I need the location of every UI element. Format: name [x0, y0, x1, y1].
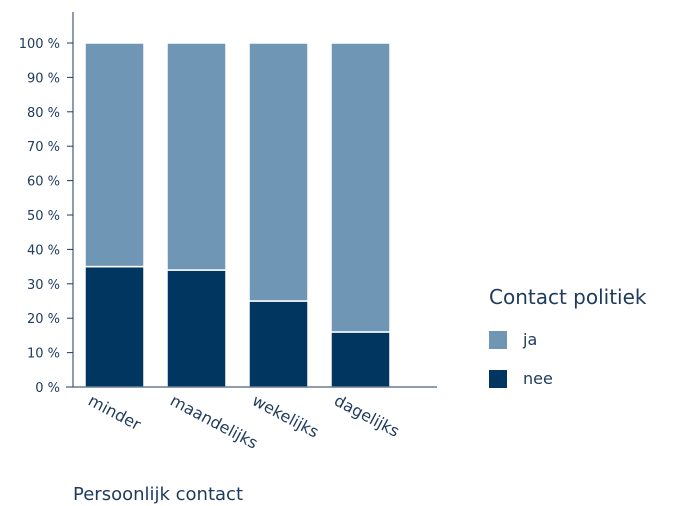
y-tick-label: 0 %	[35, 381, 60, 396]
bar-nee-wekelijks	[248, 300, 309, 388]
bar-nee-dagelijks	[330, 331, 391, 388]
bar-ja-wekelijks	[248, 42, 309, 302]
legend-swatch-nee	[489, 370, 507, 388]
legend-swatch-ja	[489, 331, 507, 349]
y-ticks-group: 0 % 10 % 20 % 30 % 40 % 50 % 60 % 70 % 80 % 90 % 1…	[19, 37, 73, 396]
y-tick-label: 30 %	[27, 278, 60, 293]
y-tick-label: 20 %	[27, 312, 60, 327]
legend-label-nee: nee	[523, 369, 553, 388]
legend-title: Contact politiek	[489, 285, 647, 309]
legend-label-ja: ja	[522, 330, 537, 349]
x-category-label: minder	[85, 391, 144, 435]
y-tick-label: 10 %	[27, 347, 60, 362]
y-tick-label: 50 %	[27, 209, 60, 224]
legend: ja nee	[489, 330, 553, 388]
bars-group	[84, 42, 391, 388]
y-tick-label: 100 %	[19, 37, 60, 52]
bar-ja-minder	[84, 42, 145, 268]
y-tick-label: 90 %	[27, 71, 60, 86]
x-category-label: wekelijks	[249, 391, 322, 442]
bar-ja-maandelijks	[166, 42, 227, 271]
bar-nee-maandelijks	[166, 269, 227, 388]
y-tick-label: 70 %	[27, 140, 60, 155]
bar-nee-minder	[84, 265, 145, 388]
y-tick-label: 40 %	[27, 243, 60, 258]
y-tick-label: 80 %	[27, 106, 60, 121]
bar-ja-dagelijks	[330, 42, 391, 333]
x-category-label: dagelijks	[331, 391, 403, 441]
y-tick-label: 60 %	[27, 175, 60, 190]
x-axis-title: Persoonlijk contact	[73, 484, 243, 505]
x-category-label: maandelijks	[167, 391, 261, 453]
